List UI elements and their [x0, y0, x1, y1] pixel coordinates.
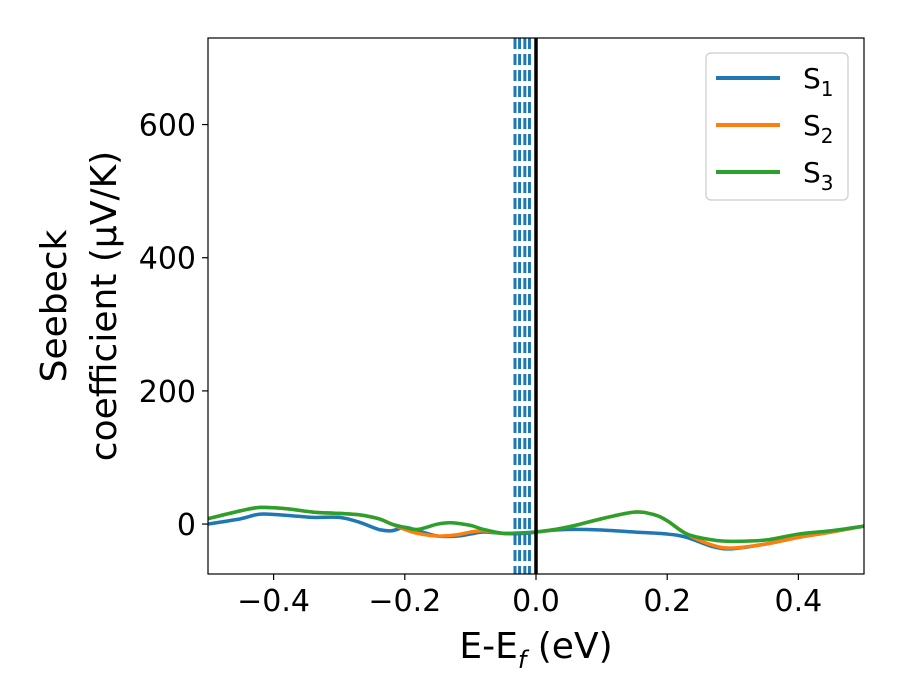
x-tick-label: −0.4 [237, 584, 310, 619]
y-tick-label: 200 [139, 375, 196, 410]
x-axis-label: E-Ef (eV) [459, 626, 612, 674]
legend-label-s2: S2 [803, 109, 834, 148]
y-tick-label: 600 [139, 109, 196, 144]
y-axis-label-line2: coefficient (μV/K) [84, 151, 125, 461]
legend: S1 S2 S3 [705, 52, 849, 201]
y-axis-ticks: 0 200 400 600 [139, 109, 208, 543]
x-tick-label: −0.2 [368, 584, 441, 619]
x-tick-label: 0.2 [643, 584, 691, 619]
series-layer [208, 505, 864, 551]
x-tick-label: 0.0 [512, 584, 560, 619]
x-axis-ticks: −0.4 −0.2 0.0 0.2 0.4 [237, 574, 822, 619]
y-tick-label: 0 [177, 508, 196, 543]
y-axis-label-line1: Seebeck [34, 229, 75, 382]
y-axis-label: Seebeck coefficient (μV/K) [34, 151, 125, 461]
y-tick-label: 400 [139, 242, 196, 277]
legend-label-s3: S3 [803, 156, 834, 195]
x-tick-label: 0.4 [775, 584, 823, 619]
legend-label-s1: S1 [803, 62, 834, 101]
vline-layer [513, 38, 538, 574]
series-line-s3 [208, 505, 864, 544]
